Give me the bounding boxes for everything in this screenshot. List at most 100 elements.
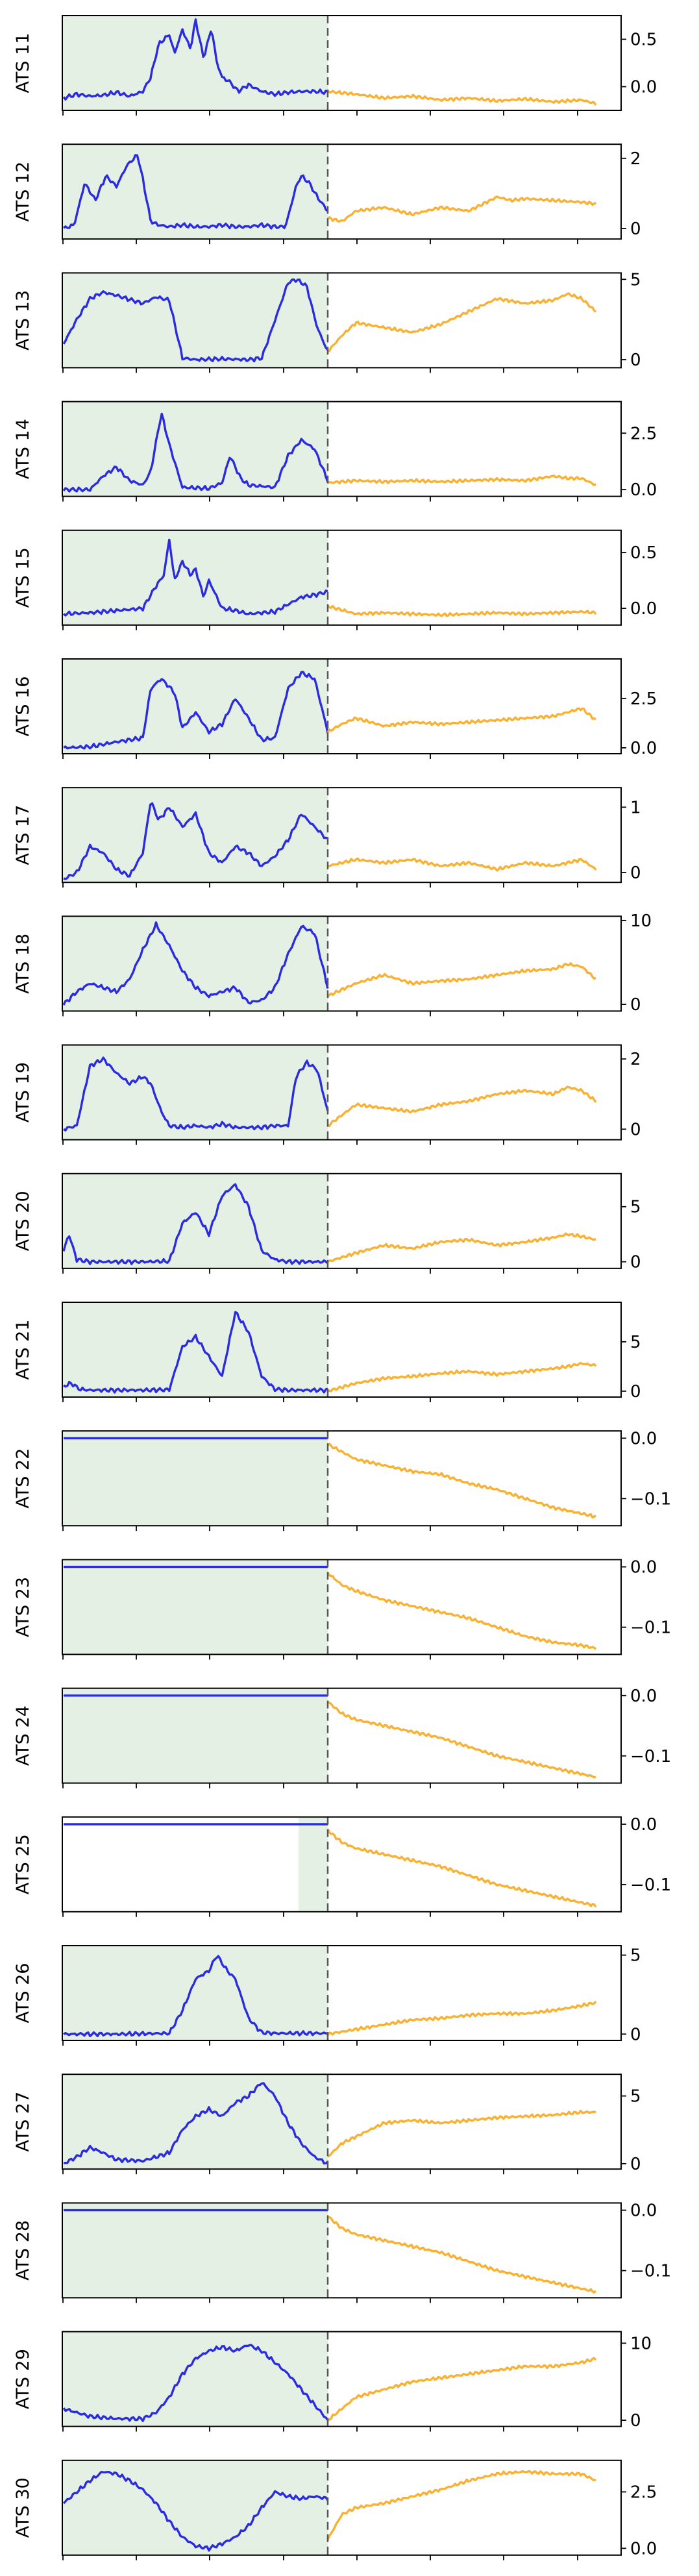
y-tick-label: 0.0 [630,1429,657,1448]
history-series-line [62,2470,329,2552]
axes-frame [62,1816,622,1913]
y-tick-label: −0.1 [630,2262,671,2281]
subplot-ats-25: 0.0 −0.1 ATS 25 [13,1815,671,1917]
axes-frame [62,2331,622,2427]
y-tick-label: 5 [630,270,641,290]
y-axis-label: ATS 14 [13,419,33,479]
forecast-series-line [326,1232,596,1263]
y-tick-label: 5 [630,1333,641,1352]
subplot-ats-12: 2 0 ATS 12 [13,143,641,245]
y-tick-label: 5 [630,2087,641,2107]
history-window-shade [62,144,328,240]
forecast-series-line [326,1443,597,1518]
y-tick-label: 0.0 [630,1687,657,1706]
history-series-line [63,1311,328,1394]
y-tick-label: −0.1 [630,1618,671,1638]
y-tick-label: 0.5 [630,31,657,50]
subplot-ats-22: 0.0 −0.1 ATS 22 [13,1429,671,1531]
subplot-ats-20: 5 0 ATS 20 [13,1172,641,1274]
y-axis-label: ATS 26 [13,1963,33,2024]
subplot-ats-13: 5 0 ATS 13 [13,270,641,373]
y-axis-label: ATS 24 [13,1705,33,1766]
y-tick-label: 0 [630,1120,641,1139]
y-tick-label: 2.5 [630,2483,657,2502]
history-window-shade [62,1688,328,1783]
y-tick-label: 0.0 [630,480,657,500]
axes-frame [62,1945,622,2041]
subplot-ats-29: 10 0 ATS 29 [13,2331,652,2432]
y-tick-label: 5 [630,1946,641,1966]
history-window-shade [62,401,328,497]
axes-frame [62,2459,622,2556]
y-tick-label: 0 [630,2411,641,2431]
axes-frame [62,1302,622,1398]
subplot-ats-24: 0.0 −0.1 ATS 24 [13,1687,671,1789]
forecast-series-line [326,1700,596,1779]
y-axis-label: ATS 13 [13,290,33,351]
history-window-shade [62,2460,328,2555]
forecast-series-line [326,962,596,998]
subplot-ats-30: 2.5 0.0 ATS 30 [13,2459,657,2560]
y-axis-label: ATS 18 [13,934,33,994]
history-window-shade [62,787,328,883]
history-window-shade [62,1559,328,1655]
y-axis-label: ATS 16 [13,676,33,737]
history-series-line [62,2344,329,2422]
y-tick-label: 0.0 [630,2539,657,2558]
y-tick-label: 2 [630,149,641,169]
axes-frame [62,787,622,884]
history-window-shade [62,1302,328,1397]
history-series-line [62,278,329,363]
subplot-ats-17: 1 0 ATS 17 [13,787,641,888]
axes-frame [62,143,622,240]
forecast-series-line [327,1361,597,1393]
y-axis-label: ATS 23 [13,1577,33,1637]
history-series-line [63,802,328,880]
y-tick-label: 0 [630,219,641,239]
history-series-line [63,2082,329,2165]
axes-frame [62,915,622,1012]
forecast-series-line [326,1085,597,1128]
history-window-shade [62,2203,328,2298]
y-axis-label: ATS 12 [13,162,33,222]
y-axis-label: ATS 11 [13,33,33,93]
y-tick-label: 0.0 [630,599,657,619]
subplot-ats-19: 2 0 ATS 19 [13,1044,641,1145]
forecast-series-line [326,1572,597,1650]
y-axis-label: ATS 30 [13,2477,33,2538]
forecast-series-line [326,707,596,734]
history-series-line [62,1183,329,1265]
y-axis-label: ATS 20 [13,1191,33,1251]
subplot-ats-15: 0.5 0.0 ATS 15 [13,529,657,630]
history-series-line [62,921,329,1006]
y-axis-label: ATS 15 [13,547,33,608]
history-window-shade [62,530,328,625]
forecast-series-line [327,195,597,223]
y-tick-label: −0.1 [630,1747,671,1766]
history-window-shade [62,273,328,368]
y-tick-label: 2 [630,1050,641,1069]
axes-frame [62,15,622,111]
forecast-series-line [327,474,596,486]
axes-frame [62,1044,622,1141]
y-axis-label: ATS 28 [13,2220,33,2281]
forecast-series-line [326,2470,596,2540]
y-tick-label: 10 [630,911,652,931]
y-axis-label: ATS 19 [13,1062,33,1122]
axes-frame [62,1172,622,1269]
y-tick-label: 0.0 [630,739,657,758]
history-series-line [62,412,329,493]
y-axis-label: ATS 25 [13,1834,33,1894]
y-tick-label: 1 [630,798,641,817]
forecast-series-line [326,90,597,106]
y-tick-label: 0 [630,995,641,1015]
history-window-shade [299,1816,328,1912]
y-tick-label: −0.1 [630,1876,671,1895]
history-series-line [62,538,328,617]
subplot-ats-11: 0.5 0.0 ATS 11 [13,15,657,116]
forecast-series-line [327,2216,597,2294]
axes-frame [62,1559,622,1655]
history-series-line [63,1955,328,2038]
y-axis-label: ATS 22 [13,1448,33,1509]
